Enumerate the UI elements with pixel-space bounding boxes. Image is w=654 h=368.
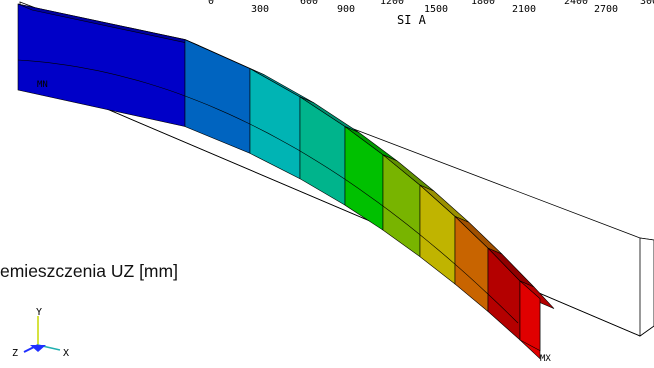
scale-label: 2100	[512, 4, 536, 15]
triad-base	[30, 345, 46, 352]
scale-label: 1800	[471, 0, 495, 7]
scale-label: 2700	[594, 4, 618, 15]
caption-title: emieszczenia UZ [mm]	[0, 261, 178, 281]
scale-unit-label: SI A	[397, 13, 427, 27]
coordinate-triad: Y Z X	[12, 307, 69, 359]
axis-z-label: Z	[12, 348, 18, 359]
scale-label: 300	[251, 4, 269, 15]
scale-label: 1200	[380, 0, 404, 7]
scale-label: 2400	[564, 0, 588, 7]
axis-x-label: X	[63, 348, 69, 359]
beam-web-line	[17, 59, 519, 324]
beam-end-cap	[519, 280, 541, 352]
scale-label: 3000	[640, 0, 654, 7]
scale-label: 600	[300, 0, 318, 7]
scale-label: 0	[208, 0, 214, 7]
scale-labels-top: 0 600 1200 1800 2400 3000 300 900 1500 2…	[208, 0, 654, 27]
deformed-beam-contour[interactable]	[17, 3, 555, 360]
max-marker-label: MX	[540, 354, 551, 364]
scale-label: 900	[337, 4, 355, 15]
scale-label: 1500	[424, 4, 448, 15]
min-marker-label: MN	[37, 80, 48, 90]
axis-y-label: Y	[36, 307, 42, 318]
